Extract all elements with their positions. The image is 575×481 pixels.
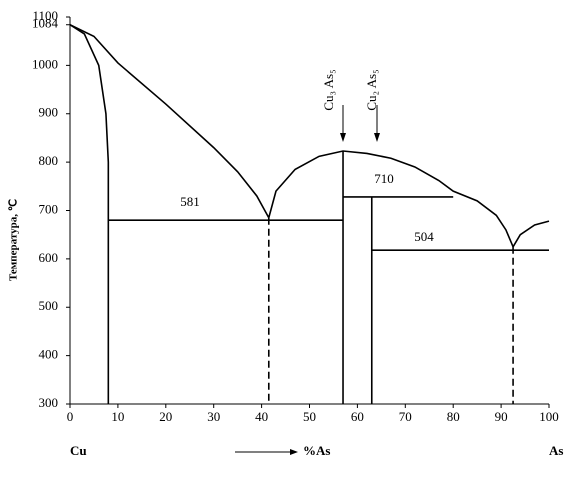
x-tick-label: 30 xyxy=(207,409,220,424)
y-tick-label: 700 xyxy=(39,201,59,216)
y-tick-label: 1084 xyxy=(32,16,59,31)
y-tick-label: 1000 xyxy=(32,56,58,71)
arrow-head xyxy=(374,133,380,142)
x-left-label: Cu xyxy=(70,443,87,458)
phase-line xyxy=(512,220,550,248)
x-tick-label: 70 xyxy=(399,409,412,424)
x-tick-label: 20 xyxy=(159,409,172,424)
x-tick-label: 80 xyxy=(447,409,460,424)
x-arrow-head xyxy=(290,449,298,455)
arrow-head xyxy=(340,133,346,142)
y-tick-label: 800 xyxy=(39,153,59,168)
phase-line xyxy=(69,24,110,404)
y-axis-label: Температура, ℃ xyxy=(8,199,20,281)
x-tick-label: 40 xyxy=(255,409,268,424)
annotation: Cu₂ As₅ xyxy=(364,69,379,110)
x-tick-label: 100 xyxy=(539,409,559,424)
annotation: 581 xyxy=(180,194,200,209)
annotation: 710 xyxy=(374,171,394,186)
annotation: 504 xyxy=(414,229,434,244)
y-tick-label: 500 xyxy=(39,298,59,313)
annotation: Cu₃ As₅ xyxy=(321,69,336,110)
x-right-label: As xyxy=(549,443,563,458)
phase-line xyxy=(268,150,514,248)
x-tick-label: 10 xyxy=(111,409,124,424)
x-axis-label: %As xyxy=(303,443,330,458)
y-tick-label: 1100 xyxy=(32,8,58,23)
y-tick-label: 600 xyxy=(39,250,59,265)
y-tick-label: 300 xyxy=(39,395,59,410)
phase-line xyxy=(69,24,270,219)
x-tick-label: 60 xyxy=(351,409,364,424)
x-tick-label: 90 xyxy=(495,409,508,424)
y-tick-label: 900 xyxy=(39,105,59,120)
y-tick-label: 400 xyxy=(39,347,59,362)
x-tick-label: 50 xyxy=(303,409,316,424)
x-tick-label: 0 xyxy=(67,409,74,424)
